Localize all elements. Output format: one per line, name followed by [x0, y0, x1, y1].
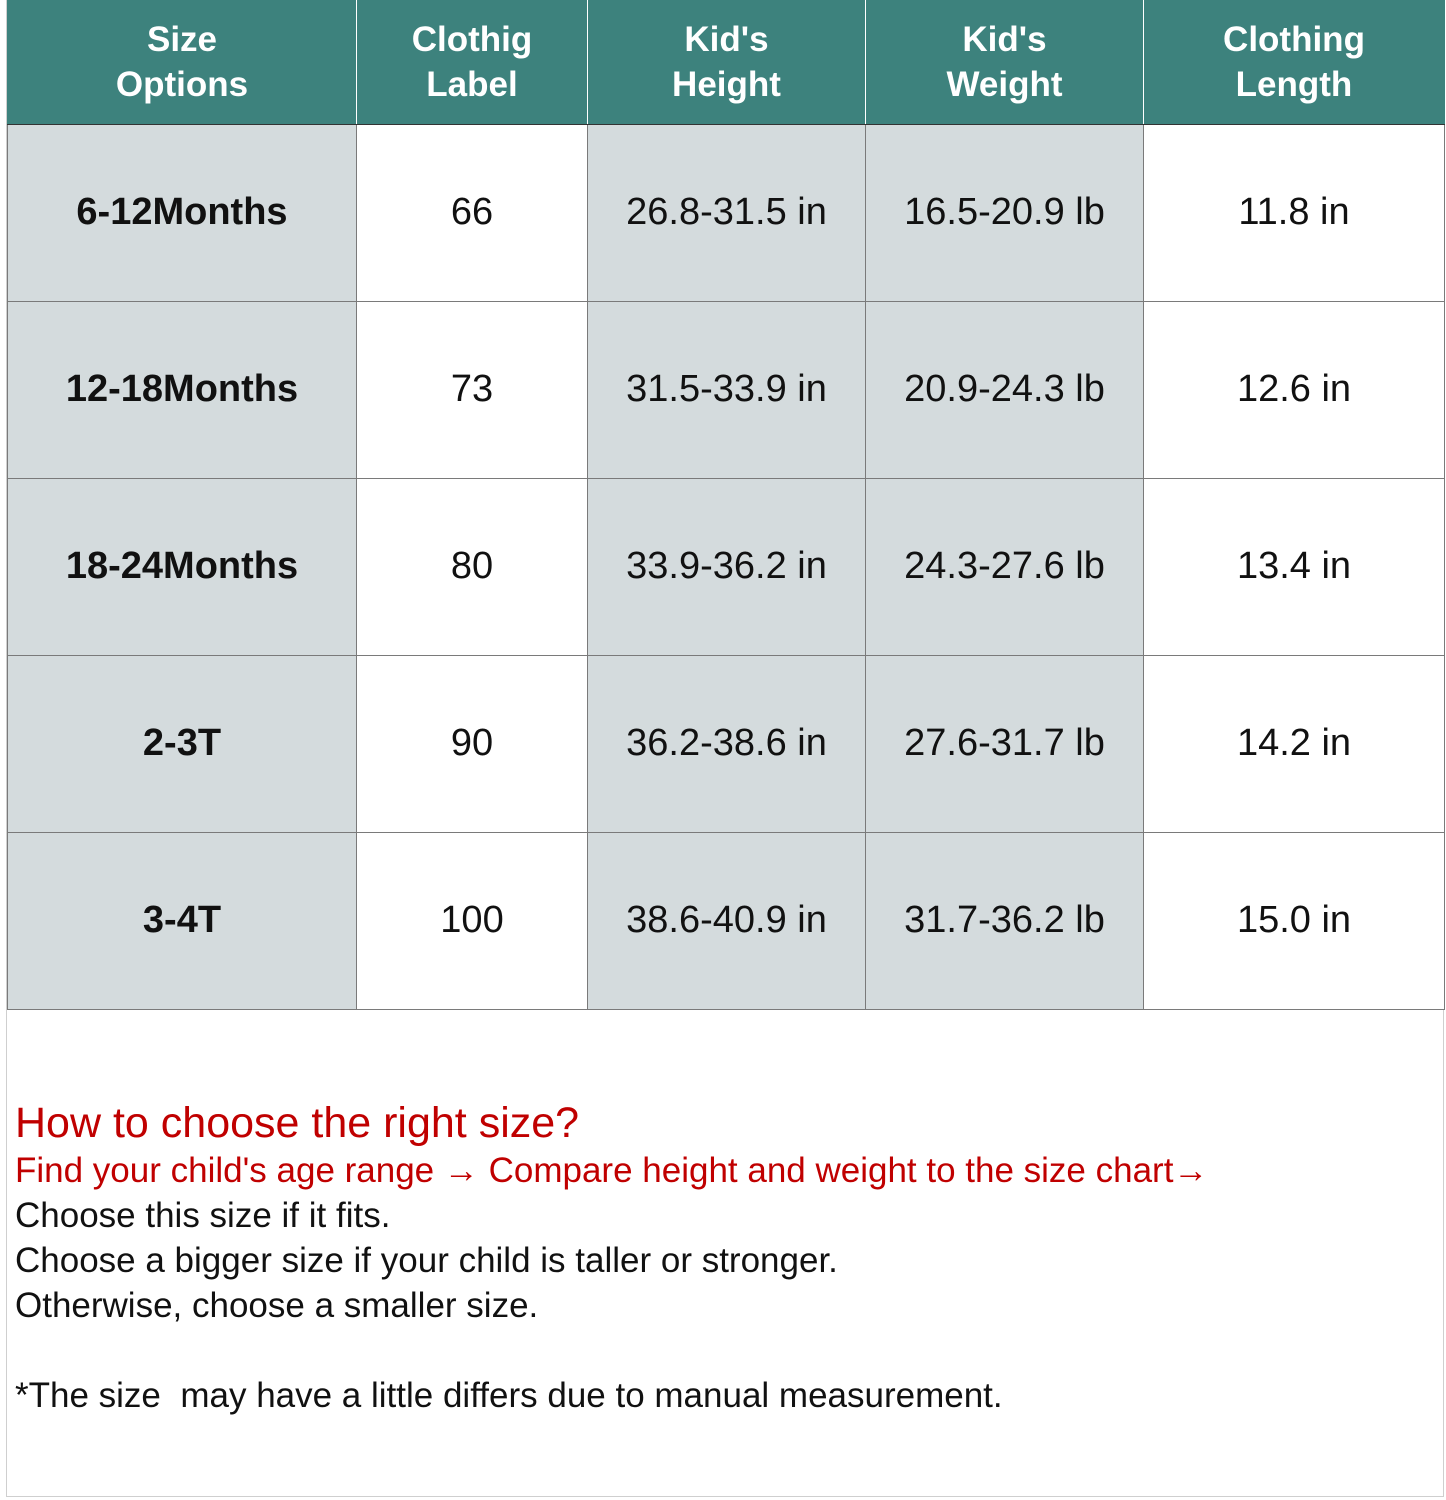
clothing-label-cell: 100	[356, 831, 588, 1010]
table-row: 2-3T 90 36.2-38.6 in 27.6-31.7 lb 14.2 i…	[7, 654, 1445, 833]
length-cell: 14.2 in	[1143, 654, 1445, 833]
guide-bigger: Choose a bigger size if your child is ta…	[15, 1241, 838, 1280]
size-chart-page: Size Options Clothig Label Kid's Height …	[6, 0, 1445, 1497]
table-row: 12-18Months 73 31.5-33.9 in 20.9-24.3 lb…	[7, 300, 1445, 479]
height-cell: 31.5-33.9 in	[587, 300, 866, 479]
size-guide-notes: How to choose the right size? Find your …	[15, 1098, 1435, 1418]
guide-heading: How to choose the right size?	[15, 1099, 580, 1147]
header-clothing-label: Clothig Label	[356, 0, 588, 125]
guide-spacer	[15, 1328, 1435, 1373]
clothing-label-cell: 90	[356, 654, 588, 833]
height-cell: 36.2-38.6 in	[587, 654, 866, 833]
weight-cell: 24.3-27.6 lb	[865, 477, 1144, 656]
size-option-cell: 6-12Months	[7, 123, 357, 302]
length-cell: 11.8 in	[1143, 123, 1445, 302]
clothing-label-cell: 80	[356, 477, 588, 656]
size-chart-table: Size Options Clothig Label Kid's Height …	[7, 0, 1445, 1010]
size-option-cell: 18-24Months	[7, 477, 357, 656]
table-row: 3-4T 100 38.6-40.9 in 31.7-36.2 lb 15.0 …	[7, 831, 1445, 1010]
height-cell: 26.8-31.5 in	[587, 123, 866, 302]
size-option-cell: 2-3T	[7, 654, 357, 833]
guide-fits: Choose this size if it fits.	[15, 1196, 391, 1235]
length-cell: 12.6 in	[1143, 300, 1445, 479]
length-cell: 13.4 in	[1143, 477, 1445, 656]
guide-smaller: Otherwise, choose a smaller size.	[15, 1286, 539, 1325]
weight-cell: 31.7-36.2 lb	[865, 831, 1144, 1010]
height-cell: 33.9-36.2 in	[587, 477, 866, 656]
length-cell: 15.0 in	[1143, 831, 1445, 1010]
table-row: 6-12Months 66 26.8-31.5 in 16.5-20.9 lb …	[7, 123, 1445, 302]
guide-steps: Find your child's age range → Compare he…	[15, 1151, 1209, 1190]
height-cell: 38.6-40.9 in	[587, 831, 866, 1010]
header-size-options: Size Options	[7, 0, 357, 125]
size-option-cell: 3-4T	[7, 831, 357, 1010]
table-row: 18-24Months 80 33.9-36.2 in 24.3-27.6 lb…	[7, 477, 1445, 656]
header-clothing-length: Clothing Length	[1143, 0, 1445, 125]
clothing-label-cell: 73	[356, 300, 588, 479]
size-option-cell: 12-18Months	[7, 300, 357, 479]
weight-cell: 20.9-24.3 lb	[865, 300, 1144, 479]
header-row: Size Options Clothig Label Kid's Height …	[7, 0, 1445, 125]
weight-cell: 16.5-20.9 lb	[865, 123, 1144, 302]
header-kids-height: Kid's Height	[587, 0, 866, 125]
clothing-label-cell: 66	[356, 123, 588, 302]
weight-cell: 27.6-31.7 lb	[865, 654, 1144, 833]
guide-disclaimer: *The size may have a little differs due …	[15, 1376, 1003, 1415]
header-kids-weight: Kid's Weight	[865, 0, 1144, 125]
